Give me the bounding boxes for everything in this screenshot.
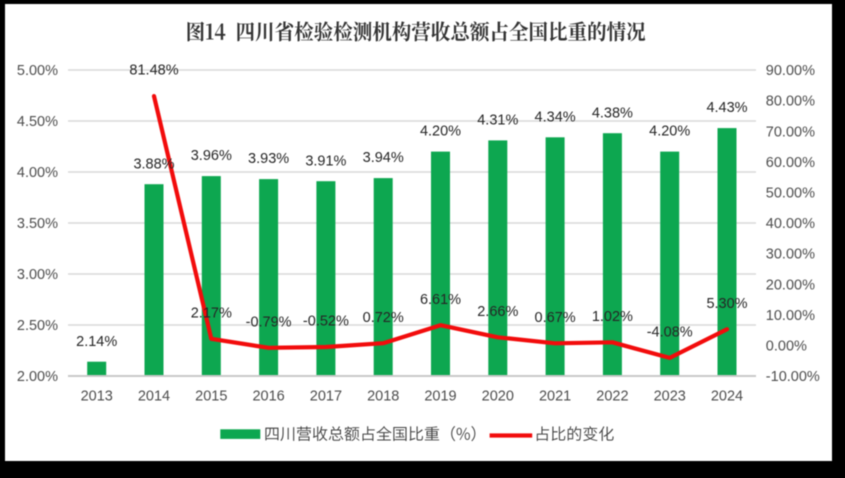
svg-text:81.48%: 81.48%: [129, 63, 178, 79]
svg-text:60.00%: 60.00%: [766, 155, 815, 171]
svg-text:2.50%: 2.50%: [17, 318, 58, 334]
svg-text:2015: 2015: [195, 389, 227, 405]
svg-text:0.67%: 0.67%: [535, 310, 576, 326]
svg-text:4.00%: 4.00%: [17, 165, 58, 181]
svg-text:-10.00%: -10.00%: [766, 369, 820, 385]
svg-text:2022: 2022: [596, 389, 628, 405]
svg-text:90.00%: 90.00%: [766, 63, 815, 79]
svg-text:2018: 2018: [367, 389, 399, 405]
svg-text:4.50%: 4.50%: [17, 114, 58, 130]
svg-text:5.00%: 5.00%: [17, 63, 58, 79]
svg-text:3.91%: 3.91%: [305, 153, 346, 169]
svg-text:3.94%: 3.94%: [363, 150, 404, 166]
svg-text:-4.08%: -4.08%: [647, 325, 693, 341]
svg-text:6.61%: 6.61%: [420, 292, 461, 308]
svg-text:2.00%: 2.00%: [17, 369, 58, 385]
svg-text:4.34%: 4.34%: [535, 109, 576, 125]
svg-text:2017: 2017: [310, 389, 342, 405]
svg-text:2014: 2014: [138, 389, 170, 405]
svg-text:3.96%: 3.96%: [191, 148, 232, 164]
svg-text:3.88%: 3.88%: [133, 156, 174, 172]
svg-text:3.93%: 3.93%: [248, 151, 289, 167]
svg-text:30.00%: 30.00%: [766, 247, 815, 263]
svg-text:2.17%: 2.17%: [191, 305, 232, 321]
svg-text:2.14%: 2.14%: [76, 334, 117, 350]
svg-text:2023: 2023: [654, 389, 686, 405]
svg-text:4.31%: 4.31%: [477, 113, 518, 129]
svg-text:2019: 2019: [424, 389, 456, 405]
svg-text:0.72%: 0.72%: [363, 310, 404, 326]
svg-text:3.00%: 3.00%: [17, 267, 58, 283]
svg-text:80.00%: 80.00%: [766, 94, 815, 110]
svg-text:40.00%: 40.00%: [766, 216, 815, 232]
svg-text:4.43%: 4.43%: [706, 100, 747, 116]
svg-text:2013: 2013: [81, 389, 113, 405]
svg-text:2.66%: 2.66%: [477, 304, 518, 320]
svg-text:70.00%: 70.00%: [766, 124, 815, 140]
svg-text:4.20%: 4.20%: [420, 124, 461, 140]
svg-text:2021: 2021: [539, 389, 571, 405]
svg-text:50.00%: 50.00%: [766, 186, 815, 202]
svg-text:4.38%: 4.38%: [592, 105, 633, 121]
svg-text:-0.52%: -0.52%: [303, 314, 349, 330]
svg-text:5.30%: 5.30%: [706, 296, 747, 312]
svg-text:3.50%: 3.50%: [17, 216, 58, 232]
svg-text:0.00%: 0.00%: [766, 339, 807, 355]
svg-text:-0.79%: -0.79%: [246, 314, 292, 330]
svg-text:20.00%: 20.00%: [766, 277, 815, 293]
svg-text:1.02%: 1.02%: [592, 309, 633, 325]
svg-text:2024: 2024: [711, 389, 743, 405]
svg-text:2020: 2020: [482, 389, 514, 405]
svg-text:2016: 2016: [252, 389, 284, 405]
svg-text:4.20%: 4.20%: [649, 124, 690, 140]
svg-text:10.00%: 10.00%: [766, 308, 815, 324]
